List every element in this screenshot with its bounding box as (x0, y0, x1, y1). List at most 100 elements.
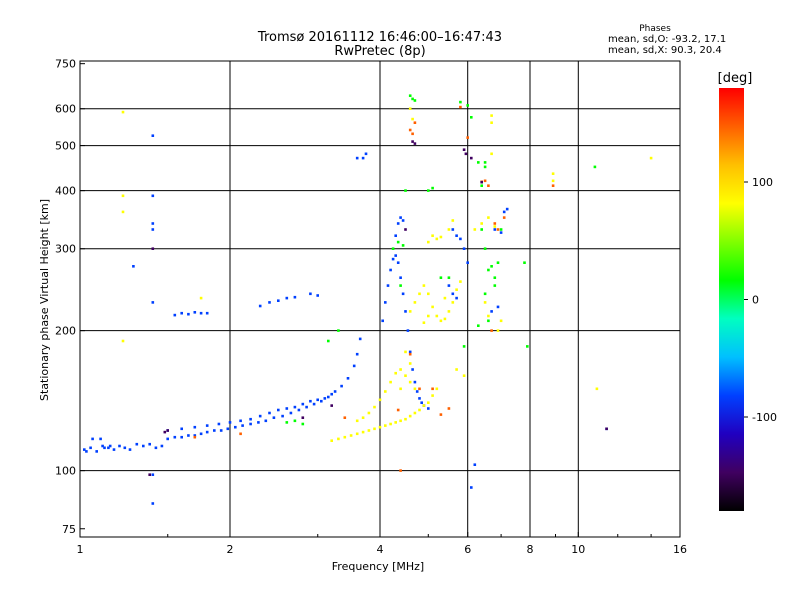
data-point (493, 222, 497, 225)
data-point (418, 292, 421, 296)
data-point (264, 419, 268, 423)
data-point (418, 408, 421, 412)
data-point (285, 407, 289, 410)
y-tick-label: 75 (62, 523, 76, 536)
data-point (473, 228, 477, 231)
data-point (241, 424, 244, 427)
data-point (413, 387, 417, 391)
data-point (330, 439, 333, 442)
data-point (396, 222, 400, 225)
data-point (455, 234, 458, 237)
data-point (451, 228, 455, 231)
data-point (499, 319, 503, 323)
data-point (470, 116, 473, 119)
data-point (411, 140, 414, 143)
y-tick-label: 600 (55, 103, 76, 116)
data-point (411, 117, 414, 121)
data-point (408, 128, 412, 132)
data-point (364, 152, 368, 156)
data-point (480, 228, 483, 231)
data-point (439, 319, 443, 323)
data-point (381, 319, 384, 323)
data-point (408, 380, 412, 384)
data-point (404, 417, 407, 421)
data-point (103, 446, 106, 450)
data-point (268, 411, 271, 415)
y-tick-label: 750 (55, 58, 76, 71)
data-point (199, 296, 203, 300)
data-point (173, 435, 177, 439)
data-point (205, 430, 209, 434)
data-point (399, 419, 402, 423)
data-point (408, 352, 412, 356)
data-point (480, 184, 483, 187)
data-point (435, 314, 439, 318)
data-point (219, 429, 223, 432)
data-point (502, 210, 506, 214)
data-point (605, 427, 608, 431)
data-point (205, 424, 209, 427)
data-point (293, 419, 297, 423)
data-point (487, 319, 490, 323)
data-point (480, 222, 483, 225)
data-point (268, 301, 271, 304)
data-point (490, 152, 493, 156)
data-point (277, 408, 280, 412)
data-point (418, 397, 421, 400)
data-point (399, 216, 402, 219)
data-point (249, 417, 252, 421)
data-point (160, 444, 164, 448)
data-point (408, 362, 412, 365)
data-point (496, 329, 500, 332)
data-point (277, 299, 280, 302)
data-point (411, 368, 414, 371)
data-point (443, 317, 447, 321)
data-point (151, 194, 155, 198)
x-tick-label: 2 (227, 543, 234, 556)
data-point (142, 444, 145, 448)
data-point (148, 442, 151, 446)
data-point (355, 419, 359, 423)
data-point (258, 304, 262, 308)
data-point (427, 189, 430, 192)
data-point (431, 394, 434, 397)
data-point (239, 419, 242, 423)
data-point (431, 387, 434, 391)
data-point (361, 416, 365, 419)
data-point (499, 228, 503, 231)
data-point (346, 377, 350, 380)
data-point (422, 321, 426, 324)
data-point (394, 371, 397, 375)
data-point (384, 424, 387, 427)
phases-title: Phases (639, 24, 671, 34)
data-point (483, 247, 487, 250)
data-point (447, 228, 451, 231)
data-point (367, 429, 371, 432)
data-point (483, 161, 487, 164)
data-point (99, 437, 102, 441)
data-point (228, 421, 232, 424)
data-point (107, 446, 110, 450)
phases-o-mode: mean, sd,O: -93.2, 17.1 (608, 34, 726, 45)
data-point (427, 240, 430, 244)
data-point (391, 257, 395, 261)
data-point (301, 416, 305, 419)
data-point (108, 444, 112, 448)
data-point (213, 429, 216, 432)
data-point (358, 337, 362, 341)
data-point (148, 473, 151, 476)
data-point (551, 172, 555, 175)
data-point (297, 408, 301, 412)
data-point (193, 434, 197, 437)
y-tick-label: 500 (55, 140, 76, 153)
data-point (493, 276, 497, 279)
data-point (193, 311, 197, 314)
data-point (499, 231, 503, 234)
data-point (487, 184, 490, 187)
data-point (404, 374, 407, 377)
data-point (447, 284, 451, 287)
data-point (367, 411, 371, 415)
data-point (226, 427, 230, 431)
data-point (487, 314, 490, 318)
